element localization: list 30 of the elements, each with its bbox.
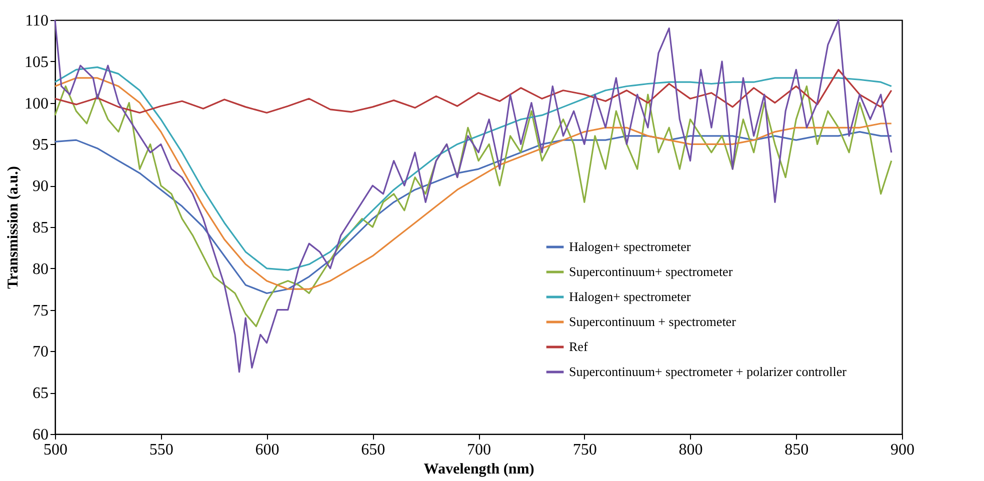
- legend-label: Supercontinuum + spectrometer: [569, 314, 737, 329]
- x-tick-label: 850: [784, 442, 809, 458]
- y-tick-label: 60: [32, 426, 48, 444]
- y-tick-label: 105: [24, 54, 48, 71]
- x-tick-label: 900: [890, 442, 914, 458]
- y-tick-label: 100: [24, 95, 48, 112]
- x-tick-label: 650: [361, 442, 386, 458]
- y-tick-label: 80: [32, 260, 48, 278]
- x-axis-title: Wavelength (nm): [424, 462, 534, 478]
- y-tick-label: 110: [25, 12, 48, 30]
- x-tick-label: 550: [149, 442, 174, 458]
- y-axis-title: Transmission (a.u.): [6, 166, 22, 289]
- x-tick-label: 800: [678, 442, 703, 458]
- legend-label: Supercontinuum+ spectrometer: [569, 264, 734, 279]
- x-tick-label: 700: [467, 442, 491, 458]
- x-tick-label: 500: [44, 442, 68, 458]
- x-tick-label: 600: [255, 442, 280, 458]
- y-tick-label: 95: [32, 136, 48, 154]
- line-series: [54, 68, 892, 114]
- legend-label: Halogen+ spectrometer: [569, 289, 692, 304]
- legend-label: Supercontinuum+ spectrometer + polarizer controller: [569, 364, 848, 379]
- x-tick-label: 750: [572, 442, 597, 458]
- y-tick-label: 75: [32, 302, 48, 320]
- y-tick-label: 90: [32, 178, 48, 196]
- y-tick-label: 70: [32, 344, 48, 361]
- line-series: [54, 85, 892, 328]
- y-tick-label: 85: [32, 220, 48, 236]
- y-tick-label: 65: [32, 385, 48, 402]
- legend-label: Halogen+ spectrometer: [569, 239, 692, 254]
- legend-label: Ref: [569, 339, 588, 354]
